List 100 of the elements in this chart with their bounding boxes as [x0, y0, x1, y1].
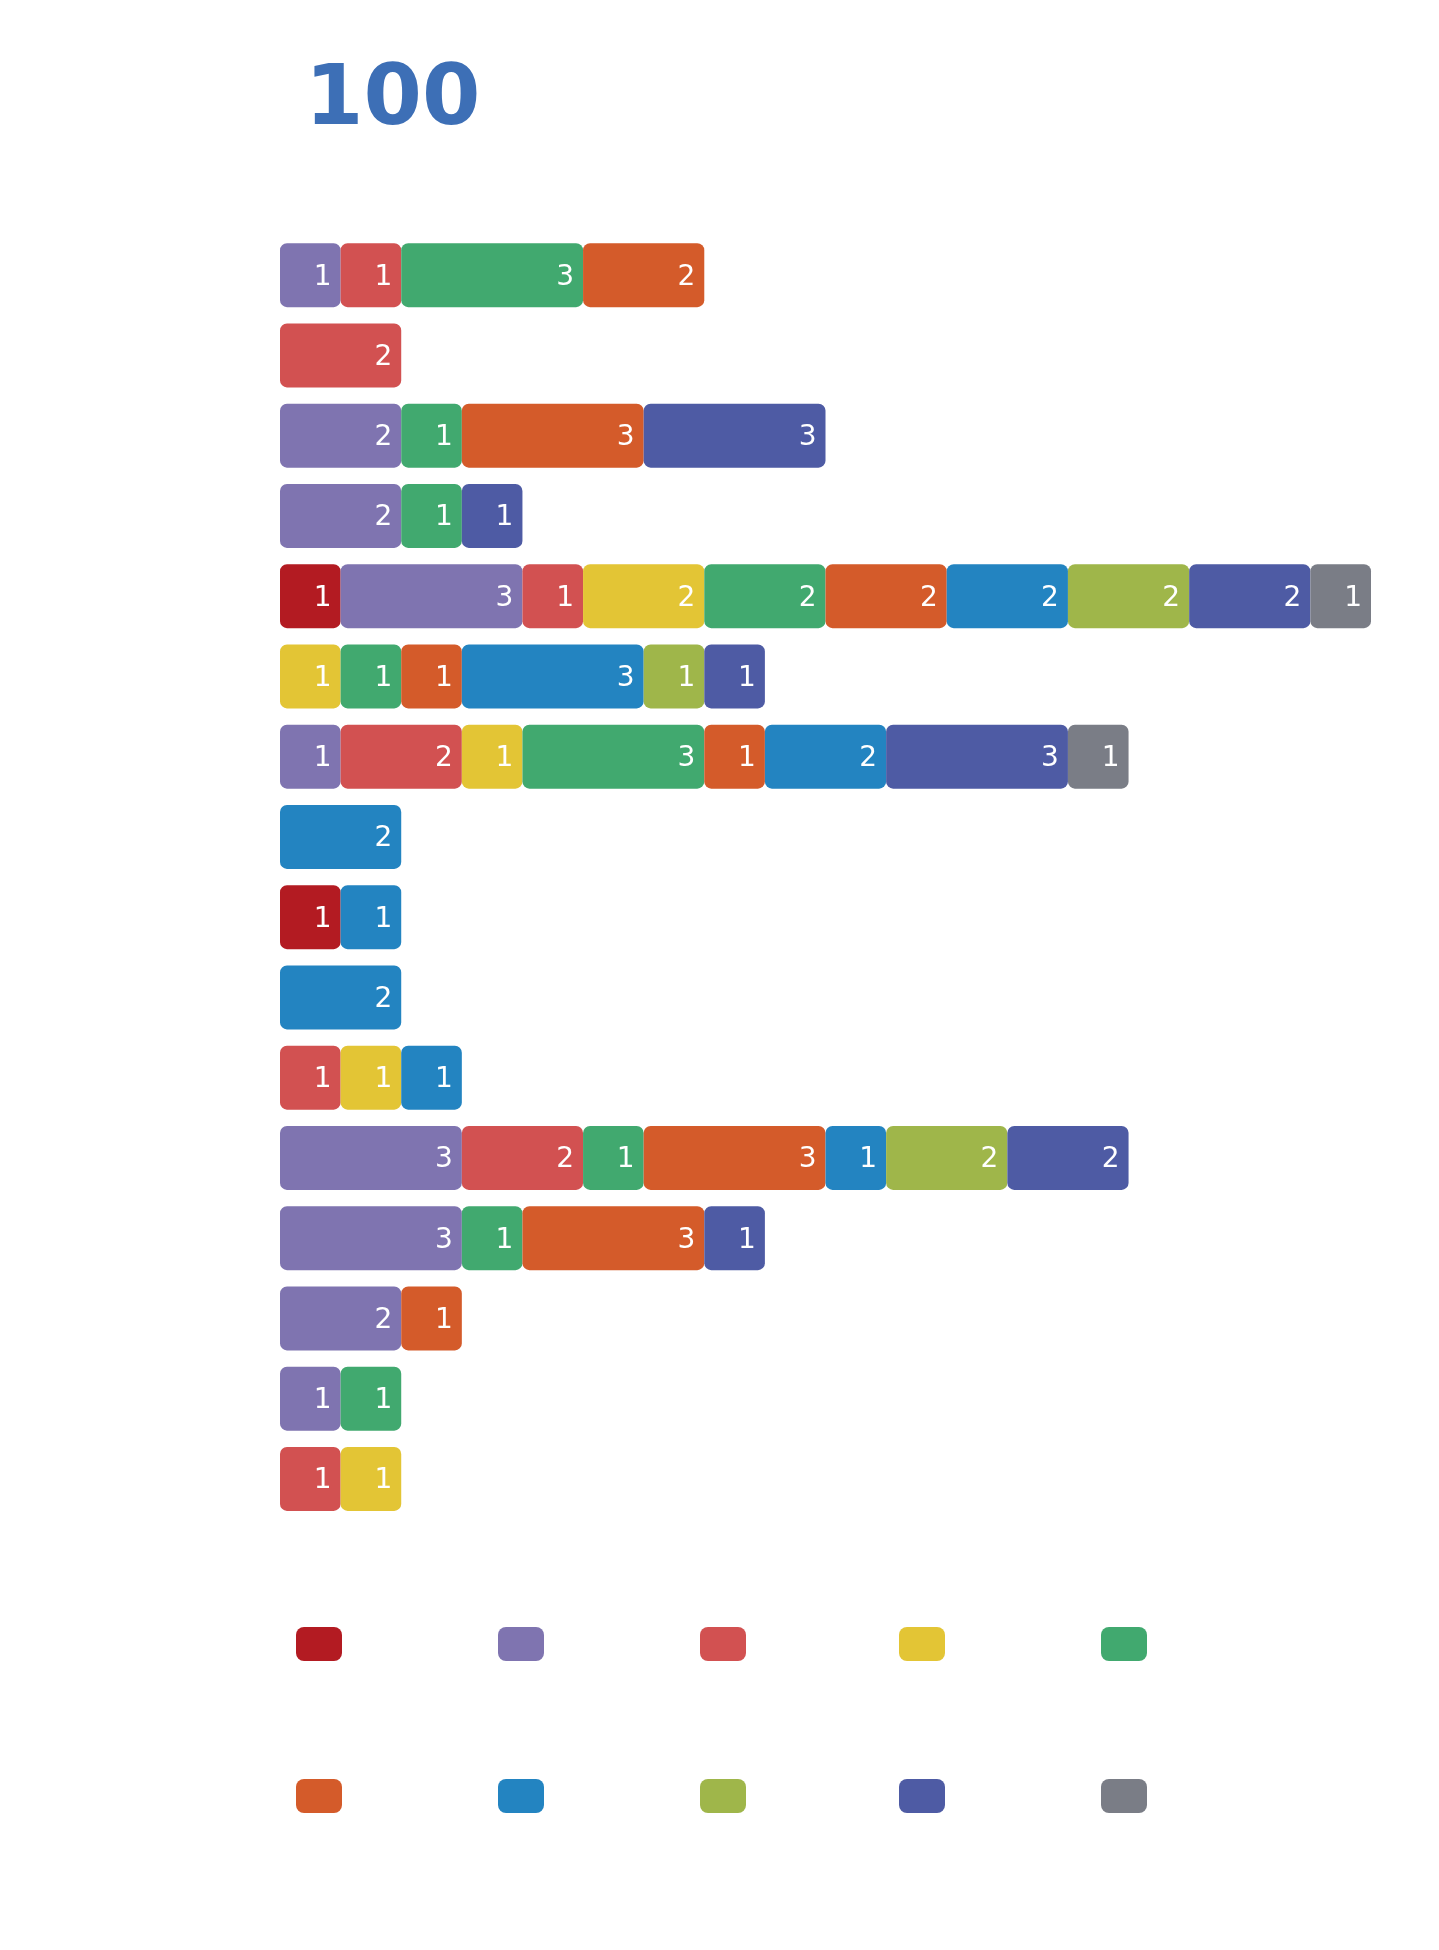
data-label: 1	[859, 1141, 878, 1175]
bar	[886, 724, 1068, 789]
data-label: 1	[677, 659, 696, 693]
bar	[401, 483, 462, 548]
data-label: 1	[313, 900, 332, 934]
bar	[401, 243, 584, 308]
bar	[280, 1366, 341, 1431]
data-label: 2	[859, 740, 878, 774]
bar	[1007, 1125, 1129, 1190]
data-label: 1	[313, 1382, 332, 1416]
data-label: 1	[374, 258, 393, 292]
data-label: 2	[374, 419, 393, 453]
bar	[340, 885, 402, 950]
data-label: 2	[798, 579, 817, 613]
bar	[1310, 564, 1371, 629]
bar	[401, 644, 462, 709]
bar	[704, 644, 765, 709]
bar	[340, 644, 402, 709]
bar	[1067, 724, 1129, 789]
bar	[280, 323, 402, 388]
data-label: 1	[1344, 579, 1362, 613]
data-label: 3	[798, 419, 817, 453]
bar	[461, 1125, 584, 1190]
data-label: 2	[374, 980, 393, 1014]
data-label: 2	[1101, 1141, 1120, 1175]
bar	[280, 1125, 462, 1190]
data-label: 3	[435, 1221, 453, 1255]
data-label: 1	[435, 419, 453, 453]
data-label: 1	[495, 1221, 514, 1255]
data-label: 2	[1162, 579, 1181, 613]
data-label: 1	[374, 1382, 393, 1416]
data-label: 2	[374, 499, 393, 533]
data-label: 2	[556, 1141, 575, 1175]
bar	[340, 724, 462, 789]
data-label: 1	[313, 1061, 332, 1095]
bar	[340, 1366, 402, 1431]
bar	[522, 1206, 705, 1271]
data-label: 1	[738, 1221, 756, 1255]
bar	[704, 724, 765, 789]
data-label: 1	[738, 659, 756, 693]
data-label: 1	[313, 659, 332, 693]
bar	[886, 1125, 1008, 1190]
bar	[704, 1206, 765, 1271]
chart-title: 100	[305, 46, 481, 144]
bar	[280, 1045, 341, 1110]
bar	[280, 1206, 462, 1271]
bar	[825, 564, 947, 629]
data-label: 3	[677, 1221, 696, 1255]
data-label: 1	[374, 900, 393, 934]
data-label: 3	[495, 579, 514, 613]
bar	[280, 403, 402, 468]
bar	[340, 1045, 402, 1110]
data-label: 3	[798, 1141, 817, 1175]
data-label: 3	[616, 659, 635, 693]
bar	[583, 564, 705, 629]
bar	[340, 1446, 402, 1511]
data-label: 2	[1283, 579, 1302, 613]
data-label: 1	[313, 579, 332, 613]
bar	[522, 724, 705, 789]
data-label: 3	[556, 258, 575, 292]
data-label: 3	[435, 1141, 453, 1175]
bar	[280, 1286, 402, 1351]
bar	[280, 965, 402, 1030]
bar	[704, 564, 826, 629]
bar	[583, 1125, 644, 1190]
bar	[280, 564, 341, 629]
data-label: 1	[495, 499, 514, 533]
bar	[825, 1125, 887, 1190]
data-label: 1	[374, 1462, 393, 1496]
data-label: 1	[435, 1061, 453, 1095]
bar	[280, 724, 341, 789]
data-label: 3	[1041, 740, 1059, 774]
data-label: 2	[980, 1141, 999, 1175]
bar	[280, 804, 402, 869]
data-label: 1	[1101, 740, 1120, 774]
data-label: 3	[616, 419, 635, 453]
bar	[643, 1125, 826, 1190]
bar	[280, 483, 402, 548]
bar	[401, 1045, 462, 1110]
bar	[643, 644, 705, 709]
data-label: 1	[313, 740, 332, 774]
bar	[340, 564, 523, 629]
data-label: 2	[677, 579, 696, 613]
data-label: 2	[374, 820, 393, 854]
bar	[461, 483, 523, 548]
bar	[280, 243, 341, 308]
bar	[401, 403, 462, 468]
bar	[401, 1286, 462, 1351]
data-label: 2	[677, 258, 696, 292]
bar	[643, 403, 826, 468]
bar	[461, 644, 644, 709]
data-label: 1	[495, 740, 514, 774]
bar	[280, 885, 341, 950]
bar	[946, 564, 1068, 629]
data-label: 1	[313, 1462, 332, 1496]
data-label: 2	[374, 338, 393, 372]
data-label: 1	[616, 1141, 635, 1175]
data-label: 1	[556, 579, 575, 613]
bar	[280, 644, 341, 709]
data-label: 3	[677, 740, 696, 774]
